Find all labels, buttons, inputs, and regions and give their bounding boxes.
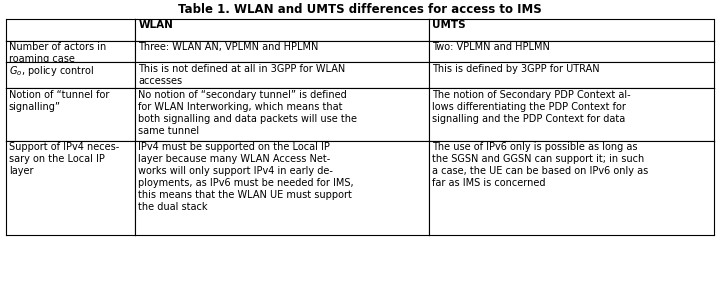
Text: The notion of Secondary PDP Context al-
lows differentiating the PDP Context for: The notion of Secondary PDP Context al- …	[432, 90, 631, 124]
Text: This is not defined at all in 3GPP for WLAN
accesses: This is not defined at all in 3GPP for W…	[138, 64, 346, 86]
Text: Support of IPv4 neces-
sary on the Local IP
layer: Support of IPv4 neces- sary on the Local…	[9, 142, 119, 176]
Text: No notion of “secondary tunnel” is defined
for WLAN Interworking, which means th: No notion of “secondary tunnel” is defin…	[138, 90, 357, 136]
Text: The use of IPv6 only is possible as long as
the SGSN and GGSN can support it; in: The use of IPv6 only is possible as long…	[432, 142, 649, 188]
Text: Two: VPLMN and HPLMN: Two: VPLMN and HPLMN	[432, 42, 550, 52]
Text: Table 1. WLAN and UMTS differences for access to IMS: Table 1. WLAN and UMTS differences for a…	[178, 3, 542, 16]
Text: WLAN: WLAN	[138, 20, 174, 30]
Text: IPv4 must be supported on the Local IP
layer because many WLAN Access Net-
works: IPv4 must be supported on the Local IP l…	[138, 142, 354, 212]
Text: Notion of “tunnel for
signalling”: Notion of “tunnel for signalling”	[9, 90, 109, 112]
Text: Three: WLAN AN, VPLMN and HPLMN: Three: WLAN AN, VPLMN and HPLMN	[138, 42, 319, 52]
Text: This is defined by 3GPP for UTRAN: This is defined by 3GPP for UTRAN	[432, 64, 600, 74]
Text: $G_o$, policy control: $G_o$, policy control	[9, 64, 94, 78]
Text: UMTS: UMTS	[432, 20, 466, 30]
Text: Number of actors in
roaming case: Number of actors in roaming case	[9, 42, 106, 64]
